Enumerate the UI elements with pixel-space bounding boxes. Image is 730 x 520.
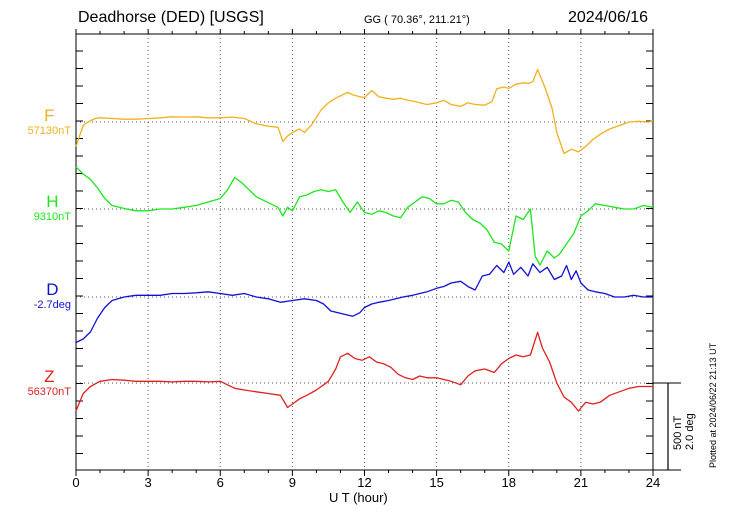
scale-legend: 500 nT 2.0 deg (672, 413, 696, 450)
plot-frame (75, 33, 654, 471)
component-label-h: H 9310nT (34, 193, 71, 224)
x-tick-label: 21 (574, 475, 588, 490)
x-tick-label: 6 (217, 475, 224, 490)
x-tick-label: 15 (429, 475, 443, 490)
baseline-value-h: 9310nT (33, 211, 71, 223)
x-tick-label: 18 (502, 475, 516, 490)
x-tick-label: 3 (145, 475, 152, 490)
station-title: Deadhorse (DED) [USGS] (78, 9, 264, 26)
series-line-d (75, 261, 653, 344)
component-label-f: F 57130nT (28, 107, 71, 138)
series-line-f (75, 68, 654, 155)
x-tick-label: 9 (289, 475, 296, 490)
baseline-value-d: -2.7deg (33, 299, 71, 311)
component-label-d: D -2.7deg (34, 281, 71, 312)
component-label-z: Z 56370nT (28, 368, 71, 399)
x-tick-label: 0 (72, 475, 79, 490)
x-tick-label: 12 (357, 475, 371, 490)
component-name-d: D (46, 280, 59, 299)
component-name-f: F (44, 106, 55, 125)
baseline-value-f: 57130nT (27, 125, 71, 137)
series-line-h (75, 166, 654, 266)
scale-deg-label: 2.0 deg (684, 413, 696, 450)
component-name-h: H (46, 192, 59, 211)
x-axis-label: U T (hour) (329, 490, 388, 505)
x-tick-label: 24 (646, 475, 660, 490)
plotted-timestamp: Plotted at 2024/06/22 21:13 UT (708, 342, 718, 468)
scale-nt-label: 500 nT (672, 415, 684, 450)
geographic-coordinates: GG ( 70.36°, 211.21°) (364, 14, 470, 26)
series-line-z (75, 331, 653, 412)
component-name-z: Z (44, 367, 55, 386)
plot-date: 2024/06/16 (568, 9, 649, 26)
baseline-value-z: 56370nT (27, 386, 71, 398)
